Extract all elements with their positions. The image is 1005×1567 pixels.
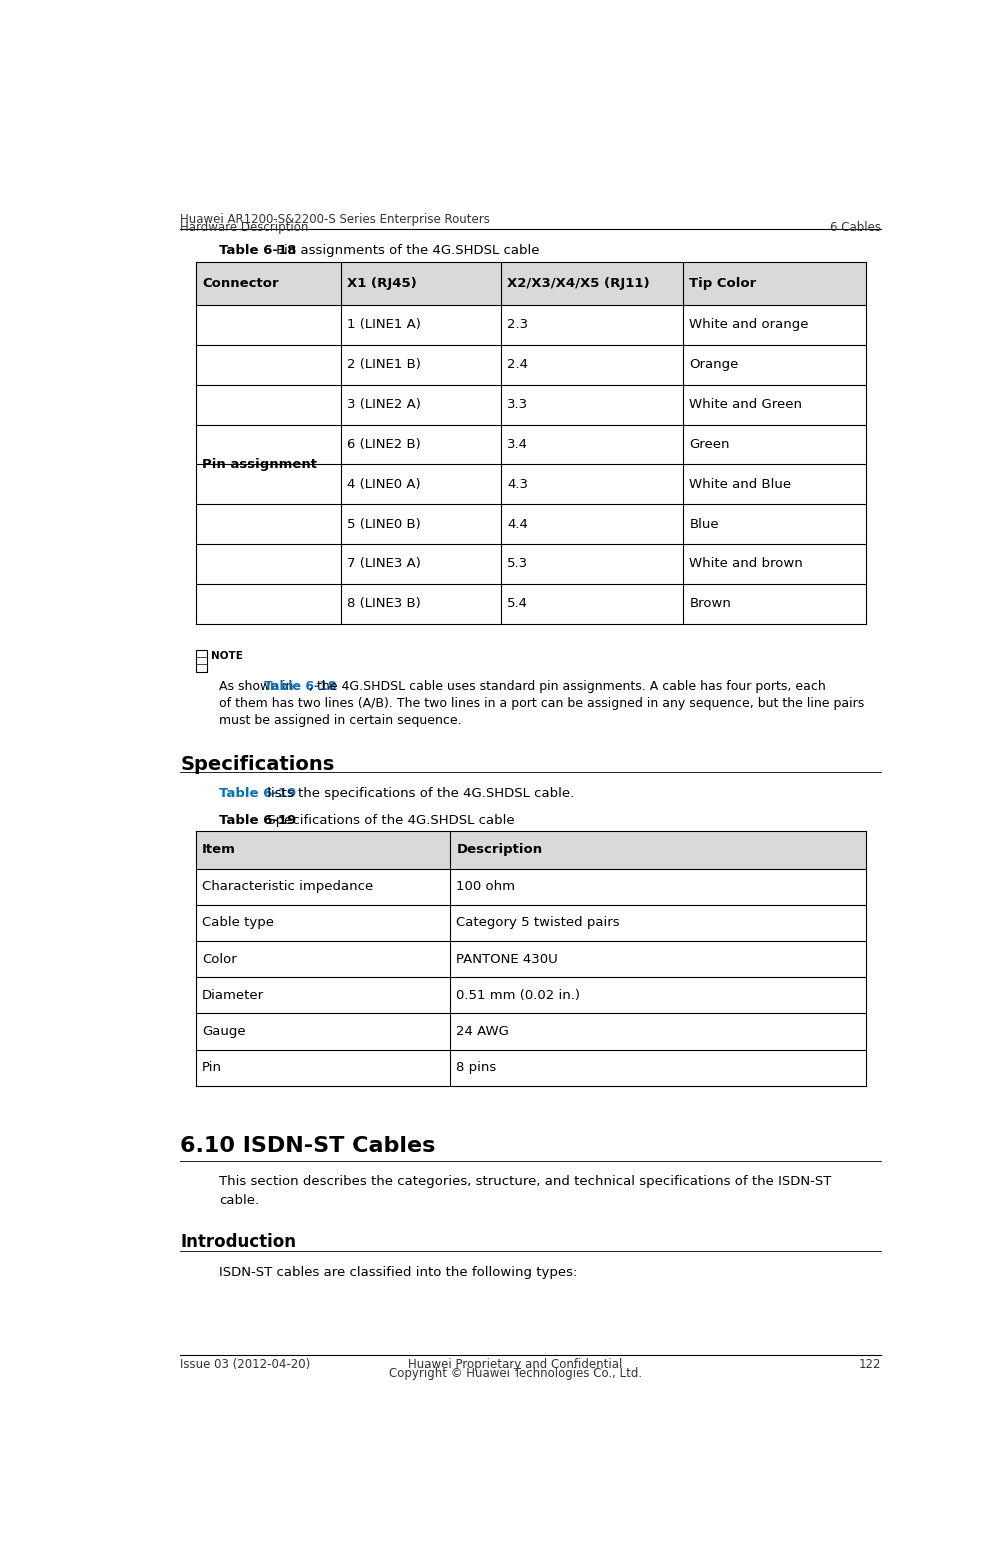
Text: 4.3: 4.3	[508, 478, 528, 490]
Text: Issue 03 (2012-04-20): Issue 03 (2012-04-20)	[180, 1359, 311, 1371]
Text: 2 (LINE1 B): 2 (LINE1 B)	[347, 359, 421, 371]
Text: Gauge: Gauge	[202, 1025, 245, 1037]
Text: 4.4: 4.4	[508, 517, 528, 531]
Text: Copyright © Huawei Technologies Co., Ltd.: Copyright © Huawei Technologies Co., Ltd…	[389, 1366, 641, 1381]
Text: Green: Green	[689, 437, 730, 451]
Text: Tip Color: Tip Color	[689, 277, 757, 290]
Text: X1 (RJ45): X1 (RJ45)	[347, 277, 417, 290]
Text: 6 (LINE2 B): 6 (LINE2 B)	[347, 437, 421, 451]
Text: Specifications: Specifications	[180, 755, 335, 774]
Text: Color: Color	[202, 953, 237, 965]
Bar	[196, 831, 865, 868]
Text: 2.4: 2.4	[508, 359, 528, 371]
Text: Orange: Orange	[689, 359, 739, 371]
Bar	[196, 262, 865, 306]
Text: 1 (LINE1 A): 1 (LINE1 A)	[347, 318, 421, 332]
Text: 7 (LINE3 A): 7 (LINE3 A)	[347, 558, 421, 570]
Text: , the 4G.SHDSL cable uses standard pin assignments. A cable has four ports, each: , the 4G.SHDSL cable uses standard pin a…	[309, 680, 825, 693]
Text: 8 pins: 8 pins	[456, 1061, 496, 1073]
Text: White and Green: White and Green	[689, 398, 802, 411]
Text: This section describes the categories, structure, and technical specifications o: This section describes the categories, s…	[219, 1175, 831, 1188]
Text: 3 (LINE2 A): 3 (LINE2 A)	[347, 398, 421, 411]
Text: 5.4: 5.4	[508, 597, 528, 610]
Text: Table 6-18: Table 6-18	[264, 680, 337, 693]
Text: Table 6-19: Table 6-19	[219, 787, 296, 799]
Text: must be assigned in certain sequence.: must be assigned in certain sequence.	[219, 715, 461, 727]
Text: White and Blue: White and Blue	[689, 478, 792, 490]
Text: Brown: Brown	[689, 597, 732, 610]
Text: 24 AWG: 24 AWG	[456, 1025, 510, 1037]
Text: Description: Description	[456, 843, 543, 856]
Text: White and brown: White and brown	[689, 558, 803, 570]
Text: Category 5 twisted pairs: Category 5 twisted pairs	[456, 917, 620, 929]
Text: Blue: Blue	[689, 517, 719, 531]
Text: 3.4: 3.4	[508, 437, 528, 451]
Text: X2/X3/X4/X5 (RJ11): X2/X3/X4/X5 (RJ11)	[508, 277, 649, 290]
Text: Table 6-19: Table 6-19	[219, 815, 296, 827]
Text: Huawei Proprietary and Confidential: Huawei Proprietary and Confidential	[408, 1359, 622, 1371]
Text: Table 6-18: Table 6-18	[219, 243, 296, 257]
Text: White and orange: White and orange	[689, 318, 809, 332]
Text: 8 (LINE3 B): 8 (LINE3 B)	[347, 597, 421, 610]
Text: 3.3: 3.3	[508, 398, 529, 411]
Text: lists the specifications of the 4G.SHDSL cable.: lists the specifications of the 4G.SHDSL…	[263, 787, 575, 799]
Text: of them has two lines (A/B). The two lines in a port can be assigned in any sequ: of them has two lines (A/B). The two lin…	[219, 697, 864, 710]
Text: 122: 122	[858, 1359, 881, 1371]
Text: Connector: Connector	[202, 277, 278, 290]
Text: As shown in: As shown in	[219, 680, 297, 693]
Text: Huawei AR1200-S&2200-S Series Enterprise Routers: Huawei AR1200-S&2200-S Series Enterprise…	[180, 213, 490, 226]
Text: 6 Cables: 6 Cables	[830, 221, 881, 233]
Text: Item: Item	[202, 843, 236, 856]
Text: Hardware Description: Hardware Description	[180, 221, 309, 233]
Text: cable.: cable.	[219, 1194, 259, 1207]
Text: Pin assignment: Pin assignment	[202, 458, 317, 470]
Text: Pin: Pin	[202, 1061, 222, 1073]
Text: ISDN-ST cables are classified into the following types:: ISDN-ST cables are classified into the f…	[219, 1266, 578, 1279]
Text: 5.3: 5.3	[508, 558, 529, 570]
Text: 4 (LINE0 A): 4 (LINE0 A)	[347, 478, 421, 490]
Text: 100 ohm: 100 ohm	[456, 881, 516, 893]
Text: PANTONE 430U: PANTONE 430U	[456, 953, 558, 965]
Text: 5 (LINE0 B): 5 (LINE0 B)	[347, 517, 421, 531]
Text: Diameter: Diameter	[202, 989, 264, 1001]
Text: Cable type: Cable type	[202, 917, 274, 929]
Text: Characteristic impedance: Characteristic impedance	[202, 881, 373, 893]
Text: 6.10 ISDN-ST Cables: 6.10 ISDN-ST Cables	[180, 1136, 435, 1156]
Bar	[196, 650, 207, 672]
Text: 0.51 mm (0.02 in.): 0.51 mm (0.02 in.)	[456, 989, 581, 1001]
Text: Specifications of the 4G.SHDSL cable: Specifications of the 4G.SHDSL cable	[263, 815, 516, 827]
Text: NOTE: NOTE	[211, 652, 243, 661]
Text: Pin assignments of the 4G.SHDSL cable: Pin assignments of the 4G.SHDSL cable	[272, 243, 540, 257]
Text: Introduction: Introduction	[180, 1233, 296, 1250]
Text: 2.3: 2.3	[508, 318, 529, 332]
